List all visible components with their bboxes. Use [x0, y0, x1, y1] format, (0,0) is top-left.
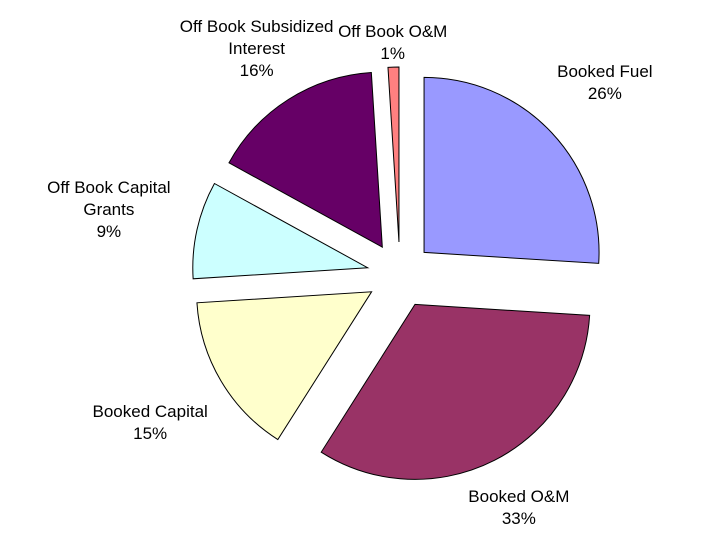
pie-slice — [387, 66, 400, 243]
slice-name: Off Book Subsidized Interest — [179, 17, 334, 59]
slice-label: Off Book O&M 1% — [308, 21, 478, 65]
pie-slice — [228, 71, 383, 249]
pie-slice — [196, 291, 373, 441]
slice-name: Booked O&M — [468, 487, 570, 507]
slice-name: Booked Capital — [92, 401, 208, 421]
slice-label: Off Book Capital Grants 9% — [24, 177, 194, 243]
slice-value: 16% — [239, 61, 274, 81]
slice-value: 15% — [133, 423, 168, 443]
slice-label: Off Book Subsidized Interest 16% — [172, 16, 342, 82]
slice-label: Booked Fuel 26% — [520, 61, 690, 105]
slice-label: Booked Capital 15% — [65, 401, 235, 445]
slice-value: 33% — [501, 509, 536, 529]
slice-name: Booked Fuel — [557, 61, 653, 81]
slice-name: Off Book O&M — [338, 21, 448, 41]
slice-name: Off Book Capital Grants — [47, 177, 171, 219]
slice-label: Booked O&M 33% — [434, 486, 604, 530]
slice-value: 1% — [380, 43, 405, 63]
pie-slice — [320, 303, 591, 480]
slice-value: 9% — [96, 221, 122, 241]
slice-value: 26% — [587, 83, 622, 103]
pie-slice — [423, 76, 600, 264]
pie-slice — [192, 182, 370, 280]
